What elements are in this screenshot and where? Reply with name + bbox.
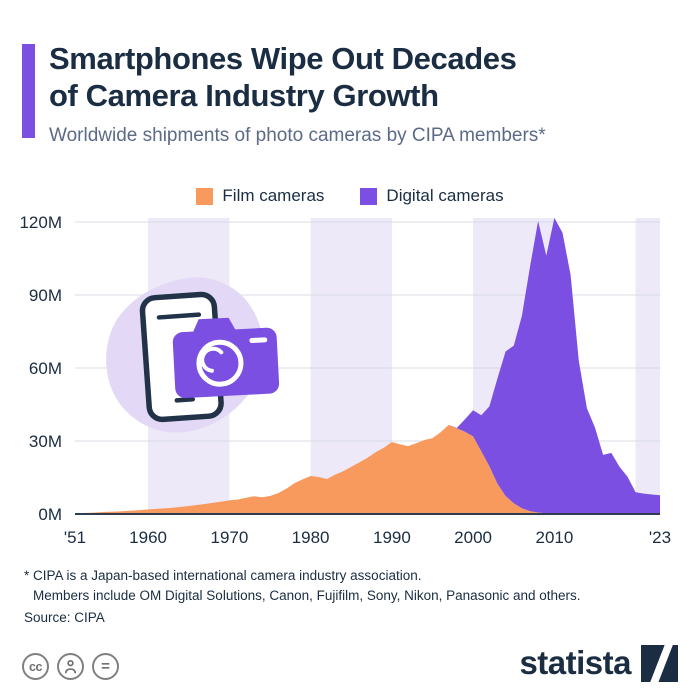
y-tick-label: 30M: [29, 432, 62, 451]
title-line-1: Smartphones Wipe Out Decades: [49, 41, 517, 76]
footnote: * CIPA is a Japan-based international ca…: [24, 566, 581, 607]
source-label: Source: CIPA: [24, 610, 105, 625]
x-tick-label: 1970: [210, 528, 248, 547]
license-icons: cc =: [22, 653, 119, 680]
page-title: Smartphones Wipe Out Decades of Camera In…: [49, 40, 546, 114]
x-tick-label: 1990: [373, 528, 411, 547]
page-subtitle: Worldwide shipments of photo cameras by …: [49, 125, 546, 147]
attribution-icon[interactable]: [57, 653, 84, 680]
y-tick-label: 60M: [29, 359, 62, 378]
legend-item-digital: Digital cameras: [360, 186, 504, 206]
statista-brand[interactable]: statista: [519, 644, 678, 682]
legend-item-film: Film cameras: [196, 186, 324, 206]
x-tick-label: '51: [64, 528, 86, 547]
film-swatch-icon: [196, 187, 214, 205]
title-line-2: of Camera Industry Growth: [49, 78, 439, 114]
x-tick-label: 1960: [129, 528, 167, 547]
header: Smartphones Wipe Out Decades of Camera In…: [22, 40, 546, 147]
film-cameras-area: [75, 424, 660, 514]
legend-label-film: Film cameras: [222, 186, 325, 205]
y-tick-label: 120M: [19, 213, 62, 232]
y-tick-label: 0M: [38, 505, 62, 524]
statista-logo-icon: [641, 644, 678, 682]
legend-label-digital: Digital cameras: [386, 186, 504, 205]
x-tick-label: 2010: [535, 528, 573, 547]
decade-band: [635, 218, 660, 514]
chart-legend: Film cameras Digital cameras: [0, 186, 700, 206]
footnote-line-1: * CIPA is a Japan-based international ca…: [24, 568, 422, 583]
no-derivatives-icon[interactable]: =: [92, 653, 119, 680]
x-tick-label: '23: [649, 528, 671, 547]
footnote-line-2: Members include OM Digital Solutions, Ca…: [33, 588, 581, 604]
digital-swatch-icon: [360, 187, 378, 205]
accent-bar: [22, 44, 35, 138]
statista-wordmark: statista: [519, 644, 631, 681]
x-tick-label: 2000: [454, 528, 492, 547]
digital-cameras-area: [75, 217, 660, 514]
x-tick-label: 1980: [292, 528, 330, 547]
header-text: Smartphones Wipe Out Decades of Camera In…: [49, 40, 546, 147]
cc-icon[interactable]: cc: [22, 653, 49, 680]
decade-band: [148, 218, 230, 514]
camera-shipments-chart: 0M 30M 60M 90M 120M '51 1960 1970 1980 1990 2000 20…: [19, 213, 671, 547]
y-tick-label: 90M: [29, 286, 62, 305]
